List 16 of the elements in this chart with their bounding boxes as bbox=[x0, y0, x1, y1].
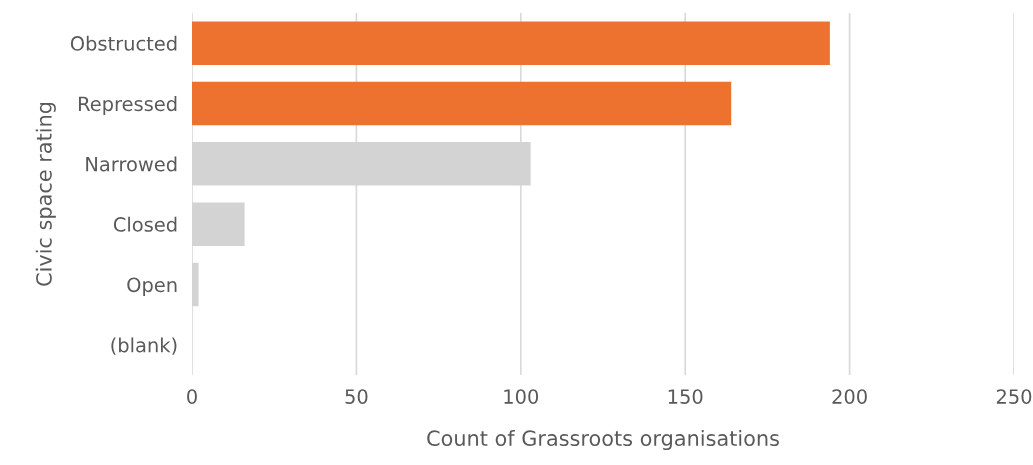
y-tick-label: (blank) bbox=[111, 337, 177, 355]
y-tick-label: Obstructed bbox=[70, 35, 177, 51]
y-tick-label: Repressed bbox=[78, 96, 177, 115]
x-tick-label: 50 bbox=[345, 389, 368, 404]
x-tick-label: 250 bbox=[996, 389, 1032, 404]
x-tick-label: 150 bbox=[668, 389, 703, 404]
bar bbox=[192, 81, 732, 126]
y-tick-label: Open bbox=[127, 277, 177, 296]
y-tick-label: Closed bbox=[113, 216, 177, 232]
x-axis-title: Count of Grassroots organisations bbox=[427, 429, 779, 451]
y-tick-label: Narrowed bbox=[86, 156, 177, 172]
x-tick-label: 0 bbox=[187, 389, 197, 404]
x-tick-label: 100 bbox=[504, 389, 539, 404]
y-axis-title: Civic space rating bbox=[35, 102, 56, 286]
x-tick-label: 200 bbox=[832, 389, 867, 404]
bar bbox=[192, 21, 830, 65]
